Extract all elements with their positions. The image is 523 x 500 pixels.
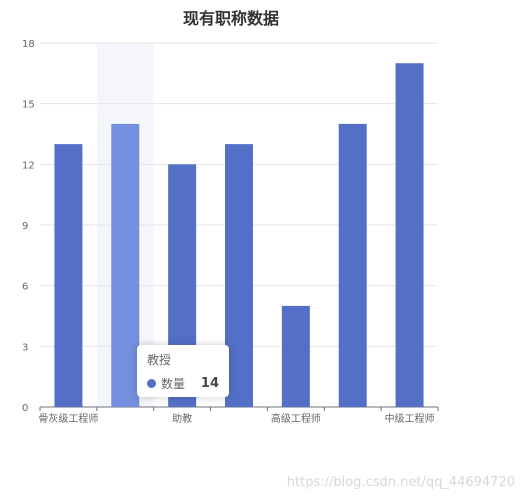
y-tick-label: 3 <box>22 342 28 353</box>
x-tick-label: 高级工程师 <box>271 412 321 425</box>
x-tick-label: 中级工程师 <box>385 412 435 425</box>
y-tick-label: 18 <box>22 39 35 50</box>
x-tick-labels: 骨灰级工程师 助教 高级工程师 中级工程师 <box>38 412 434 425</box>
y-tick-label: 12 <box>22 160 35 171</box>
bar[interactable] <box>281 305 310 407</box>
tooltip-row: 数量 14 <box>147 375 219 392</box>
y-tick-label: 0 <box>22 403 28 414</box>
bar[interactable] <box>111 123 140 407</box>
tooltip: 教授 数量 14 <box>137 345 229 397</box>
tooltip-value: 14 <box>200 376 219 391</box>
y-tick-label: 15 <box>22 100 35 111</box>
y-tick-label: 6 <box>22 282 28 293</box>
bar[interactable] <box>338 123 367 407</box>
tooltip-title: 教授 <box>147 353 172 367</box>
bars-layer <box>39 63 439 411</box>
x-tick-label: 助教 <box>172 412 192 425</box>
tooltip-series-name: 数量 <box>161 377 186 391</box>
series-marker-icon <box>147 379 156 388</box>
x-tick-label: 骨灰级工程师 <box>38 412 98 425</box>
watermark: https://blog.csdn.net/qq_44694720 <box>286 475 515 490</box>
bar[interactable] <box>395 63 424 407</box>
bar[interactable] <box>225 144 253 407</box>
y-tick-label: 9 <box>22 221 28 232</box>
chart-title: 现有职称数据 <box>183 9 279 28</box>
bar[interactable] <box>54 144 83 407</box>
